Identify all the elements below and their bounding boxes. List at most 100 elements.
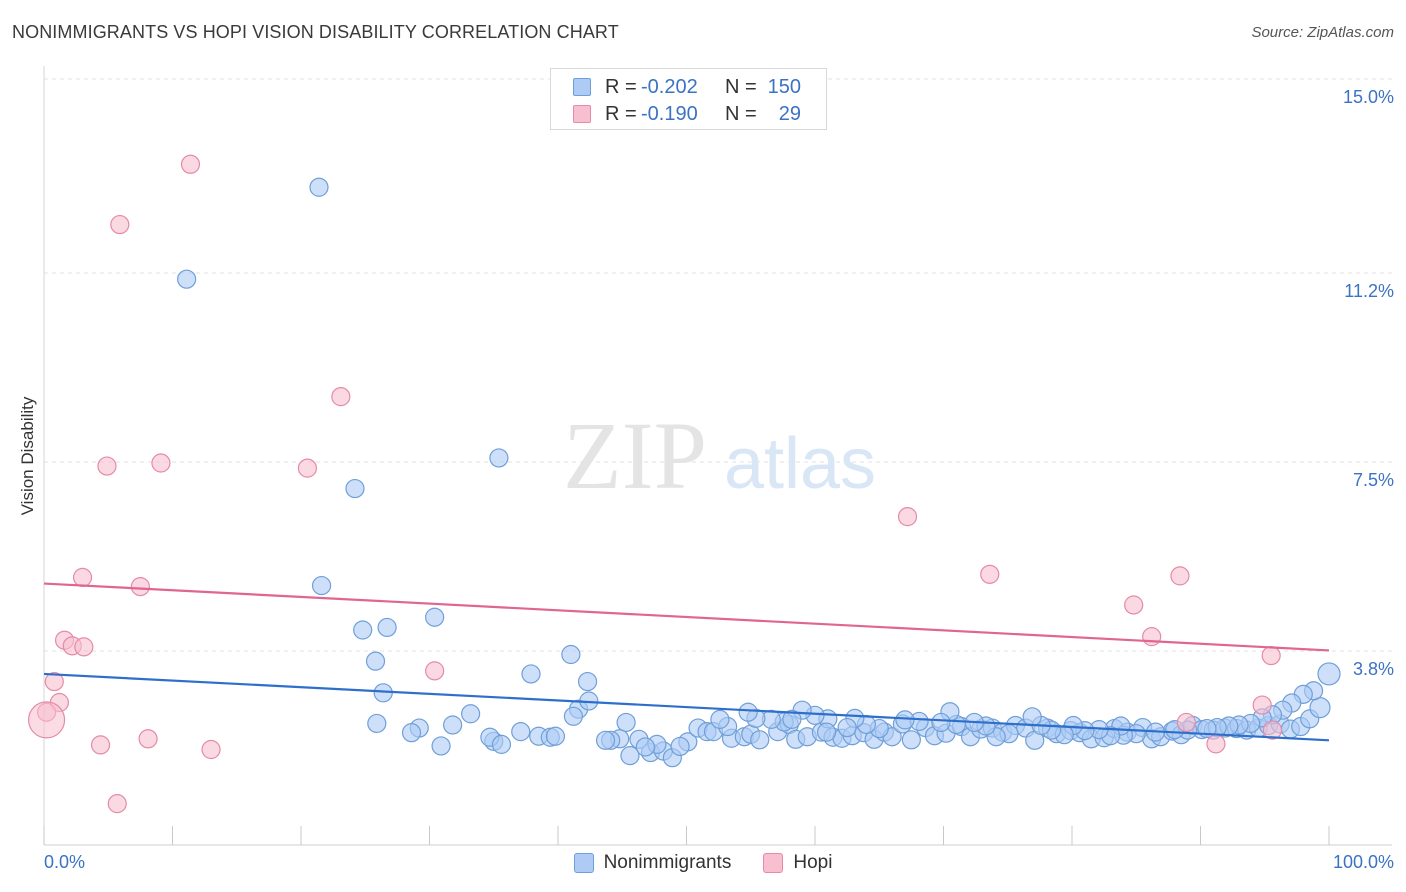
data-point-hopi	[130, 577, 150, 597]
data-point-nonimmigrants	[443, 715, 463, 735]
data-point-hopi	[107, 794, 127, 814]
legend-label-hopi: Hopi	[793, 852, 833, 873]
watermark: ZIP atlas	[563, 402, 876, 509]
data-point-hopi	[1262, 720, 1283, 740]
data-point-nonimmigrants	[309, 177, 329, 197]
x-tick-min: 0.0%	[44, 852, 86, 872]
data-point-nonimmigrants	[837, 717, 857, 738]
data-point-nonimmigrants	[563, 706, 584, 726]
legend: Nonimmigrants Hopi	[0, 852, 1406, 874]
data-point-hopi	[27, 701, 66, 739]
data-point-nonimmigrants	[616, 712, 636, 733]
y-tick-label: 11.2%	[1344, 281, 1394, 302]
data-point-nonimmigrants	[511, 722, 531, 742]
data-point-nonimmigrants	[670, 736, 690, 757]
data-point-hopi	[151, 453, 171, 473]
data-point-nonimmigrants	[635, 737, 655, 757]
data-point-nonimmigrants	[489, 448, 509, 468]
data-point-hopi	[201, 739, 221, 760]
data-point-hopi	[1261, 645, 1281, 666]
stats-n-value: 150	[767, 75, 801, 98]
stats-n-label: N =	[725, 75, 757, 98]
data-point-nonimmigrants	[750, 730, 770, 750]
stats-swatch-hopi	[573, 105, 591, 123]
data-point-nonimmigrants	[561, 644, 581, 665]
trend-line-hopi	[43, 582, 1330, 652]
data-point-nonimmigrants	[931, 712, 951, 733]
legend-swatch-hopi	[763, 853, 784, 873]
data-point-nonimmigrants	[710, 709, 730, 729]
data-point-hopi	[980, 564, 1000, 584]
data-point-hopi	[1176, 712, 1196, 733]
data-point-nonimmigrants	[365, 651, 386, 671]
stats-row-nonimmigrants: R = -0.202 N = 150	[573, 74, 801, 100]
stats-r-label: R =	[605, 75, 637, 98]
data-point-nonimmigrants	[1309, 697, 1331, 719]
data-point-nonimmigrants	[311, 575, 332, 596]
x-axis	[43, 66, 1392, 846]
data-point-hopi	[97, 456, 117, 476]
data-point-hopi	[1170, 566, 1190, 586]
data-point-hopi	[74, 637, 94, 657]
data-point-nonimmigrants	[901, 730, 921, 750]
legend-item-nonimmigrants[interactable]: Nonimmigrants	[573, 852, 732, 874]
data-point-nonimmigrants	[367, 713, 387, 734]
data-point-nonimmigrants	[1022, 707, 1042, 727]
watermark-atlas: atlas	[724, 424, 876, 504]
grid-lines	[44, 78, 1392, 652]
legend-label-nonimmigrants: Nonimmigrants	[603, 852, 732, 873]
data-point-nonimmigrants	[620, 746, 640, 766]
data-point-nonimmigrants	[521, 664, 541, 684]
data-point-hopi	[1124, 595, 1144, 615]
stats-swatch-nonimmigrants	[573, 78, 591, 96]
watermark-zip: ZIP	[563, 402, 707, 509]
trend-lines	[43, 582, 1330, 742]
data-point-nonimmigrants	[377, 617, 397, 638]
data-point-hopi	[72, 567, 93, 588]
trend-line-nonimmigrants	[43, 672, 1330, 742]
y-tick-label: 3.8%	[1352, 658, 1394, 679]
chart-source: Source: ZipAtlas.com	[1251, 24, 1394, 41]
data-point-nonimmigrants	[895, 710, 915, 730]
data-point-hopi	[138, 729, 158, 749]
stats-row-hopi: R = -0.190 N = 29	[573, 101, 801, 127]
data-points	[27, 154, 1341, 814]
data-point-hopi	[425, 661, 445, 681]
data-point-hopi	[897, 507, 918, 527]
x-tick-max: 100.0%	[1332, 852, 1394, 872]
data-point-hopi	[110, 214, 130, 235]
data-point-nonimmigrants	[738, 702, 758, 722]
data-point-nonimmigrants	[345, 478, 365, 499]
stats-n-label: N =	[725, 102, 757, 125]
y-tick-label: 15.0%	[1342, 87, 1394, 107]
data-point-hopi	[297, 458, 318, 478]
legend-item-hopi[interactable]: Hopi	[763, 852, 832, 874]
data-point-nonimmigrants	[782, 709, 802, 729]
data-point-hopi	[1206, 734, 1226, 754]
stats-n-value: 29	[778, 102, 801, 125]
data-point-nonimmigrants	[177, 269, 197, 289]
correlation-stats-box: R = -0.202 N = 150 R = -0.190 N = 29	[550, 68, 827, 130]
data-point-nonimmigrants	[461, 704, 481, 724]
chart-title: NONIMMIGRANTS VS HOPI VISION DISABILITY …	[12, 22, 619, 42]
data-point-nonimmigrants	[353, 620, 373, 640]
data-point-hopi	[180, 154, 201, 174]
data-point-hopi	[44, 671, 64, 692]
series-nonimmigrants-points	[177, 177, 1341, 768]
stats-r-value: -0.202	[641, 75, 698, 98]
data-point-nonimmigrants	[431, 736, 451, 756]
data-point-nonimmigrants	[425, 607, 445, 627]
stats-r-label: R =	[605, 102, 637, 125]
data-point-hopi	[1252, 695, 1272, 715]
data-point-nonimmigrants	[577, 671, 598, 692]
data-point-hopi	[331, 387, 351, 407]
stats-r-value: -0.190	[641, 102, 698, 125]
data-point-hopi	[90, 735, 111, 755]
data-point-nonimmigrants	[1317, 662, 1341, 686]
data-point-hopi	[1142, 627, 1162, 647]
data-point-nonimmigrants	[816, 722, 837, 742]
y-tick-label: 7.5%	[1352, 470, 1394, 490]
legend-swatch-nonimmigrants	[573, 853, 594, 873]
data-point-nonimmigrants	[491, 734, 512, 754]
